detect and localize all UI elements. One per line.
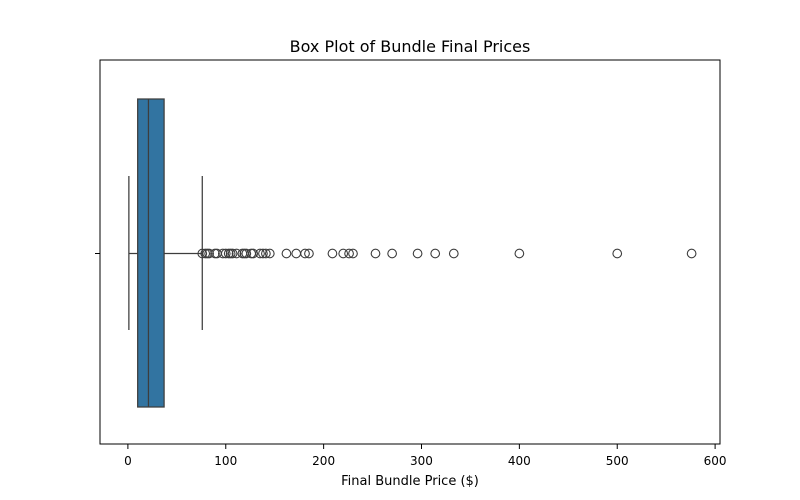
outlier-point — [204, 248, 214, 259]
outlier-point — [258, 248, 268, 259]
outlier-point — [448, 248, 459, 259]
outlier-point — [291, 248, 302, 259]
outlier-point — [255, 248, 265, 259]
outlier-point — [348, 248, 358, 259]
x-tick-label: 500 — [606, 454, 629, 468]
outlier-point — [220, 248, 231, 259]
outlier-point — [686, 248, 697, 259]
outlier-point — [338, 248, 349, 259]
outlier-point — [327, 248, 338, 259]
x-tick-label: 300 — [410, 454, 433, 468]
outlier-point — [261, 248, 271, 259]
x-tick-label: 400 — [508, 454, 531, 468]
outlier-point — [387, 248, 397, 259]
outlier-point — [227, 248, 238, 259]
x-axis-label: Final Bundle Price ($) — [341, 474, 479, 489]
outlier-point — [281, 248, 292, 259]
outlier-point — [197, 248, 208, 259]
x-tick-label: 0 — [124, 454, 132, 468]
outliers-group — [197, 248, 697, 259]
outlier-point — [344, 248, 354, 259]
outlier-point — [300, 248, 310, 259]
outlier-point — [248, 248, 259, 259]
x-tick-label: 200 — [312, 454, 335, 468]
outlier-point — [241, 248, 252, 259]
outlier-point — [231, 248, 242, 259]
outlier-point — [370, 248, 381, 259]
chart-title: Box Plot of Bundle Final Prices — [290, 37, 531, 56]
outlier-point — [514, 248, 525, 259]
x-tick-label: 100 — [214, 454, 237, 468]
x-tick-label: 600 — [704, 454, 727, 468]
x-axis-ticks: 0 100 200 300 400 500 600 — [124, 444, 727, 468]
outlier-point — [304, 248, 314, 259]
interquartile-box — [137, 98, 165, 408]
outlier-point — [612, 248, 623, 259]
outlier-point — [217, 248, 228, 259]
outlier-point — [264, 248, 275, 259]
box-group — [128, 98, 203, 408]
plot-area-frame — [99, 59, 721, 445]
outlier-point — [412, 248, 423, 259]
outlier-point — [430, 248, 441, 259]
